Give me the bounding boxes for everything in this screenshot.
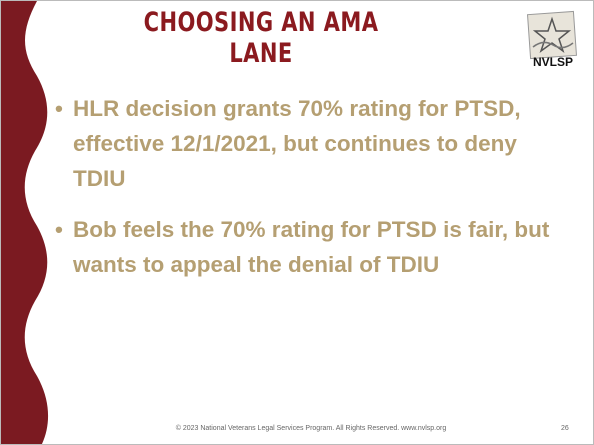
footer: © 2023 National Veterans Legal Services … (175, 425, 447, 432)
bullet: Bob feels the 70% rating for PTSD is fai… (49, 212, 569, 282)
slide-title: CHOOSING AN AMA LANE (143, 7, 379, 69)
wavy-band (1, 1, 49, 444)
bullet: HLR decision grants 70% rating for PTSD,… (49, 91, 569, 196)
logo-text: NVLSP (532, 55, 573, 69)
logo (526, 10, 578, 60)
bullet-list: HLR decision grants 70% rating for PTSD,… (49, 91, 569, 298)
page-number: 26 (561, 425, 569, 432)
